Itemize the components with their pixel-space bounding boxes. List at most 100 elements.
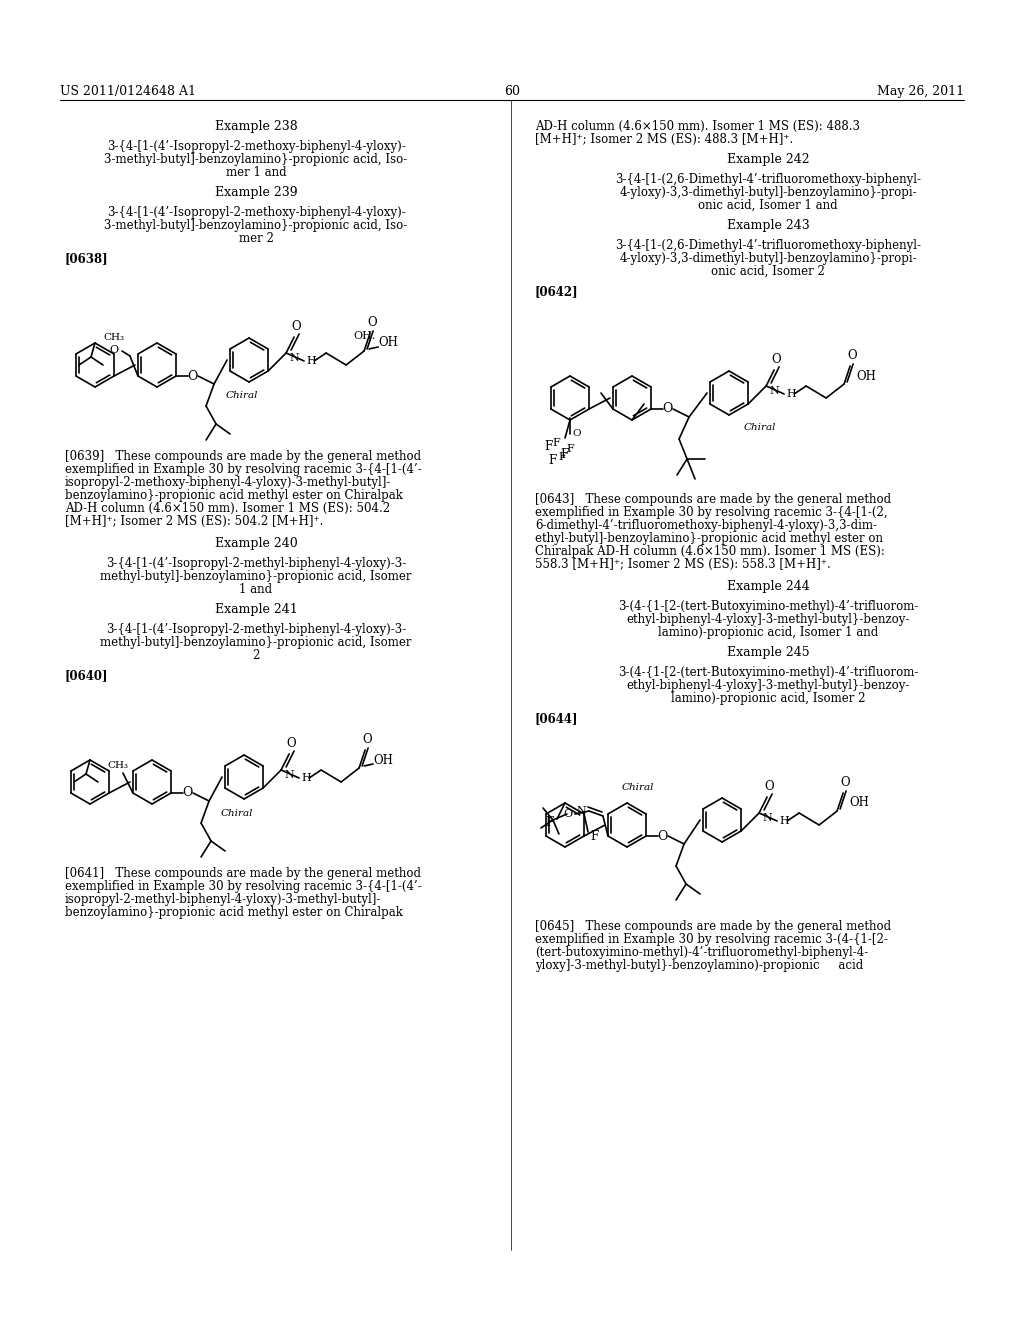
Text: yloxy]-3-methyl-butyl}-benzoylamino)-propionic     acid: yloxy]-3-methyl-butyl}-benzoylamino)-pro… (535, 960, 863, 972)
Text: onic acid, Isomer 2: onic acid, Isomer 2 (711, 265, 825, 279)
Text: H: H (301, 774, 311, 783)
Text: 3-{4-[1-(4’-Isopropyl-2-methyl-biphenyl-4-yloxy)-3-: 3-{4-[1-(4’-Isopropyl-2-methyl-biphenyl-… (105, 557, 407, 570)
Text: [0641]   These compounds are made by the general method: [0641] These compounds are made by the g… (65, 867, 421, 880)
Text: (tert-butoxyimino-methyl)-4’-trifluoromethyl-biphenyl-4-: (tert-butoxyimino-methyl)-4’-trifluorome… (535, 946, 868, 960)
Text: F: F (544, 440, 552, 453)
Text: 6-dimethyl-4’-trifluoromethoxy-biphenyl-4-yloxy)-3,3-dim-: 6-dimethyl-4’-trifluoromethoxy-biphenyl-… (535, 519, 877, 532)
Text: O: O (771, 352, 781, 366)
Text: O: O (362, 733, 372, 746)
Text: 4-yloxy)-3,3-dimethyl-butyl]-benzoylamino}-propi-: 4-yloxy)-3,3-dimethyl-butyl]-benzoylamin… (620, 186, 916, 199)
Text: O: O (182, 787, 193, 800)
Text: Example 244: Example 244 (727, 579, 809, 593)
Text: OH: OH (378, 337, 398, 350)
Text: O: O (291, 319, 301, 333)
Text: Example 241: Example 241 (215, 603, 297, 616)
Text: O: O (287, 737, 296, 750)
Text: May 26, 2011: May 26, 2011 (877, 84, 964, 98)
Text: methyl-butyl]-benzoylamino}-propionic acid, Isomer: methyl-butyl]-benzoylamino}-propionic ac… (100, 570, 412, 583)
Text: Example 240: Example 240 (215, 537, 297, 550)
Text: AD-H column (4.6×150 mm). Isomer 1 MS (ES): 488.3: AD-H column (4.6×150 mm). Isomer 1 MS (E… (535, 120, 860, 133)
Text: exemplified in Example 30 by resolving racemic 3-(4-{1-[2-: exemplified in Example 30 by resolving r… (535, 933, 888, 946)
Text: H: H (779, 816, 788, 826)
Text: [M+H]⁺; Isomer 2 MS (ES): 504.2 [M+H]⁺.: [M+H]⁺; Isomer 2 MS (ES): 504.2 [M+H]⁺. (65, 515, 324, 528)
Text: exemplified in Example 30 by resolving racemic 3-{4-[1-(2,: exemplified in Example 30 by resolving r… (535, 506, 888, 519)
Text: H: H (786, 389, 796, 399)
Text: OH.: OH. (353, 331, 376, 341)
Text: Example 243: Example 243 (727, 219, 809, 232)
Text: OH: OH (849, 796, 869, 809)
Text: OH: OH (373, 754, 393, 767)
Text: O: O (368, 315, 377, 329)
Text: 3-{4-[1-(2,6-Dimethyl-4’-trifluoromethoxy-biphenyl-: 3-{4-[1-(2,6-Dimethyl-4’-trifluoromethox… (615, 173, 921, 186)
Text: lamino)-propionic acid, Isomer 2: lamino)-propionic acid, Isomer 2 (671, 692, 865, 705)
Text: O: O (662, 403, 672, 416)
Text: 60: 60 (504, 84, 520, 98)
Text: [0643]   These compounds are made by the general method: [0643] These compounds are made by the g… (535, 492, 891, 506)
Text: AD-H column (4.6×150 mm). Isomer 1 MS (ES): 504.2: AD-H column (4.6×150 mm). Isomer 1 MS (E… (65, 502, 390, 515)
Text: ethyl-biphenyl-4-yloxy]-3-methyl-butyl}-benzoy-: ethyl-biphenyl-4-yloxy]-3-methyl-butyl}-… (627, 678, 909, 692)
Text: 3-(4-{1-[2-(tert-Butoxyimino-methyl)-4’-trifluorom-: 3-(4-{1-[2-(tert-Butoxyimino-methyl)-4’-… (617, 601, 919, 612)
Text: benzoylamino}-propionic acid methyl ester on Chiralpak: benzoylamino}-propionic acid methyl este… (65, 906, 402, 919)
Text: Example 239: Example 239 (215, 186, 297, 199)
Text: N: N (285, 770, 294, 780)
Text: F: F (566, 444, 573, 454)
Text: F: F (560, 447, 568, 461)
Text: onic acid, Isomer 1 and: onic acid, Isomer 1 and (698, 199, 838, 213)
Text: Chiralpak AD-H column (4.6×150 mm). Isomer 1 MS (ES):: Chiralpak AD-H column (4.6×150 mm). Isom… (535, 545, 885, 558)
Text: ethyl-biphenyl-4-yloxy]-3-methyl-butyl}-benzoy-: ethyl-biphenyl-4-yloxy]-3-methyl-butyl}-… (627, 612, 909, 626)
Text: 3-{4-[1-(4’-Isopropyl-2-methoxy-biphenyl-4-yloxy)-: 3-{4-[1-(4’-Isopropyl-2-methoxy-biphenyl… (106, 206, 406, 219)
Text: 3-methyl-butyl]-benzoylamino}-propionic acid, Iso-: 3-methyl-butyl]-benzoylamino}-propionic … (104, 153, 408, 166)
Text: ethyl-butyl]-benzoylamino}-propionic acid methyl ester on: ethyl-butyl]-benzoylamino}-propionic aci… (535, 532, 883, 545)
Text: [0640]: [0640] (65, 669, 109, 682)
Text: Chiral: Chiral (226, 392, 258, 400)
Text: 558.3 [M+H]⁺; Isomer 2 MS (ES): 558.3 [M+H]⁺.: 558.3 [M+H]⁺; Isomer 2 MS (ES): 558.3 [M… (535, 558, 830, 572)
Text: OH: OH (856, 370, 876, 383)
Text: 3-methyl-butyl]-benzoylamino}-propionic acid, Iso-: 3-methyl-butyl]-benzoylamino}-propionic … (104, 219, 408, 232)
Text: exemplified in Example 30 by resolving racemic 3-{4-[1-(4’-: exemplified in Example 30 by resolving r… (65, 880, 422, 894)
Text: exemplified in Example 30 by resolving racemic 3-{4-[1-(4’-: exemplified in Example 30 by resolving r… (65, 463, 422, 477)
Text: CH₃: CH₃ (103, 334, 125, 342)
Text: [0644]: [0644] (535, 711, 579, 725)
Text: F: F (558, 451, 566, 462)
Text: N: N (577, 807, 586, 816)
Text: O: O (656, 829, 668, 842)
Text: 2: 2 (252, 649, 260, 663)
Text: F: F (552, 438, 560, 447)
Text: [M+H]⁺; Isomer 2 MS (ES): 488.3 [M+H]⁺.: [M+H]⁺; Isomer 2 MS (ES): 488.3 [M+H]⁺. (535, 133, 794, 147)
Text: O: O (764, 780, 774, 793)
Text: N: N (290, 352, 299, 363)
Text: benzoylamino}-propionic acid methyl ester on Chiralpak: benzoylamino}-propionic acid methyl este… (65, 488, 402, 502)
Text: [0639]   These compounds are made by the general method: [0639] These compounds are made by the g… (65, 450, 421, 463)
Text: Chiral: Chiral (744, 422, 776, 432)
Text: CH₃: CH₃ (108, 760, 128, 770)
Text: O: O (841, 776, 850, 789)
Text: isopropyl-2-methoxy-biphenyl-4-yloxy)-3-methyl-butyl]-: isopropyl-2-methoxy-biphenyl-4-yloxy)-3-… (65, 477, 391, 488)
Text: Example 245: Example 245 (727, 645, 809, 659)
Text: lamino)-propionic acid, Isomer 1 and: lamino)-propionic acid, Isomer 1 and (657, 626, 879, 639)
Text: O: O (186, 370, 198, 383)
Text: mer 1 and: mer 1 and (225, 166, 287, 180)
Text: F: F (545, 817, 553, 829)
Text: F: F (548, 454, 556, 466)
Text: 4-yloxy)-3,3-dimethyl-butyl]-benzoylamino}-propi-: 4-yloxy)-3,3-dimethyl-butyl]-benzoylamin… (620, 252, 916, 265)
Text: 3-{4-[1-(2,6-Dimethyl-4’-trifluoromethoxy-biphenyl-: 3-{4-[1-(2,6-Dimethyl-4’-trifluoromethox… (615, 239, 921, 252)
Text: 3-{4-[1-(4’-Isopropyl-2-methyl-biphenyl-4-yloxy)-3-: 3-{4-[1-(4’-Isopropyl-2-methyl-biphenyl-… (105, 623, 407, 636)
Text: N: N (769, 385, 779, 396)
Text: [0642]: [0642] (535, 285, 579, 298)
Text: Example 242: Example 242 (727, 153, 809, 166)
Text: N: N (762, 813, 772, 822)
Text: methyl-butyl]-benzoylamino}-propionic acid, Isomer: methyl-butyl]-benzoylamino}-propionic ac… (100, 636, 412, 649)
Text: isopropyl-2-methyl-biphenyl-4-yloxy)-3-methyl-butyl]-: isopropyl-2-methyl-biphenyl-4-yloxy)-3-m… (65, 894, 381, 906)
Text: O: O (572, 429, 581, 438)
Text: O: O (110, 345, 119, 355)
Text: F: F (590, 829, 598, 842)
Text: [0638]: [0638] (65, 252, 109, 265)
Text: Chiral: Chiral (221, 808, 254, 817)
Text: H: H (306, 356, 315, 366)
Text: Example 238: Example 238 (215, 120, 297, 133)
Text: mer 2: mer 2 (239, 232, 273, 246)
Text: 3-(4-{1-[2-(tert-Butoxyimino-methyl)-4’-trifluorom-: 3-(4-{1-[2-(tert-Butoxyimino-methyl)-4’-… (617, 667, 919, 678)
Text: Chiral: Chiral (622, 783, 654, 792)
Text: 1 and: 1 and (240, 583, 272, 597)
Text: [0645]   These compounds are made by the general method: [0645] These compounds are made by the g… (535, 920, 891, 933)
